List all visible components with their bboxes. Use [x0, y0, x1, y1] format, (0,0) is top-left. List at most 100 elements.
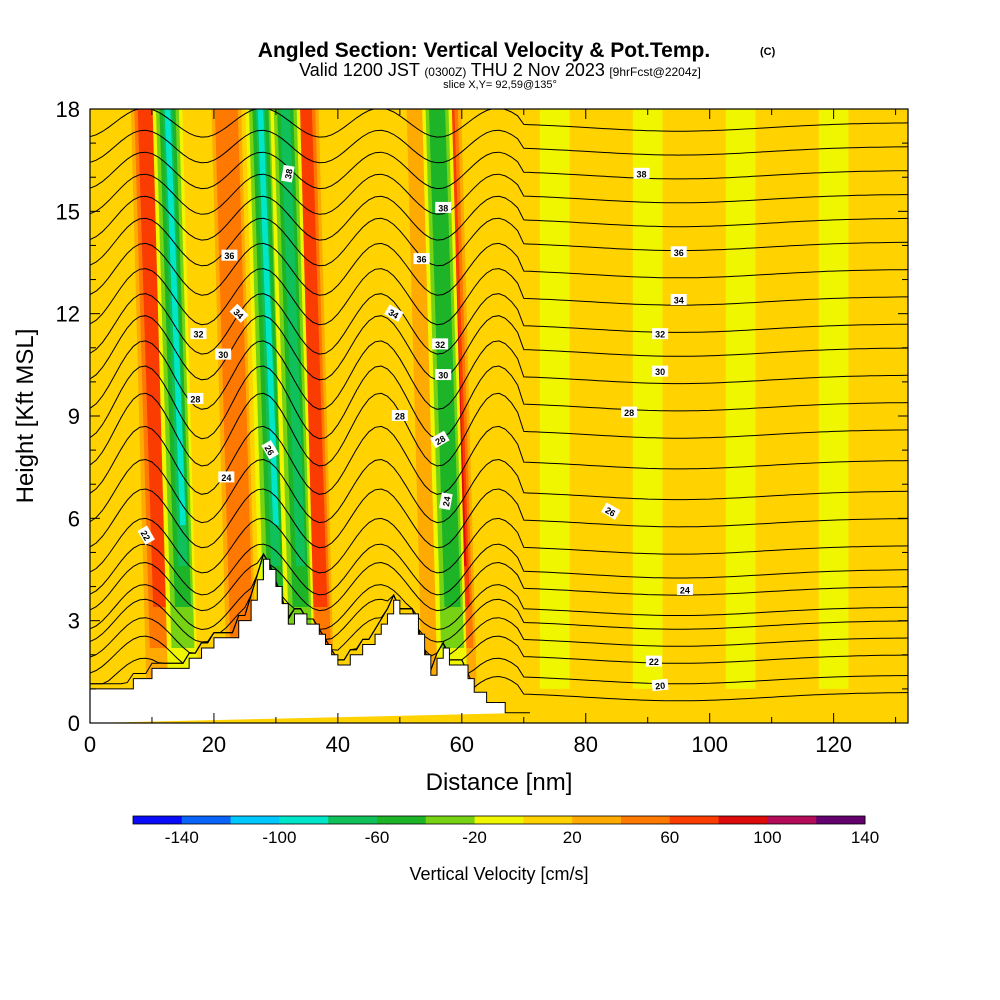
- colorbar-box-0: [133, 816, 183, 824]
- contour-label-bg-11: [621, 406, 638, 418]
- slice-note: slice X,Y= 92,59@135°: [443, 79, 557, 91]
- colorbar-box-3: [279, 816, 329, 824]
- downdraft-band-1-level-4: [257, 109, 279, 526]
- x-tick-label-6: 120: [815, 732, 852, 757]
- chart-title: Angled Section: Vertical Velocity & Pot.…: [258, 39, 710, 62]
- contour-label-text-2: 22: [139, 529, 153, 543]
- contour-label-bg-23: [670, 246, 687, 258]
- contour-label-4: 24: [218, 471, 235, 483]
- y-tick-label-4: 12: [56, 302, 80, 327]
- y-tick-label-6: 18: [56, 97, 80, 122]
- contour-label-18: 34: [229, 303, 249, 323]
- contour-label-text-6: 26: [603, 505, 617, 519]
- colorbar-tick-label-0: -140: [165, 828, 199, 847]
- isentrope-6: [90, 553, 908, 612]
- colorbar-box-14: [816, 816, 866, 824]
- contour-label-text-18: 34: [231, 307, 245, 321]
- contour-label-text-21: 36: [224, 251, 234, 261]
- x-axis-label: Distance [nm]: [426, 769, 573, 796]
- contour-label-9: 28: [391, 410, 408, 422]
- contour-label-text-19: 34: [387, 307, 401, 321]
- contour-label-bg-2: [137, 525, 155, 545]
- contour-label-7: 26: [261, 440, 279, 460]
- contour-label-bg-25: [435, 201, 452, 213]
- contour-label-bg-20: [670, 294, 687, 306]
- x-tick-label-2: 40: [326, 732, 350, 757]
- contour-labels: 20 22 22 24 24 24 26 26 28 28 28 28 30 30 30 32 32 32 34 34…: [137, 164, 693, 692]
- updraft-band-1-level-1: [214, 109, 254, 648]
- contour-label-bg-7: [261, 440, 279, 460]
- contour-label-25: 38: [435, 201, 452, 213]
- colorbar-tick-label-1: -100: [262, 828, 296, 847]
- contour-label-bg-10: [430, 430, 450, 449]
- contour-label-bg-16: [432, 338, 449, 350]
- contour-label-bg-19: [384, 304, 404, 322]
- downdraft-band-3-level-2: [428, 109, 461, 608]
- contour-label-bg-4: [218, 471, 235, 483]
- isentrope-21: [90, 173, 908, 215]
- contour-label-bg-0: [651, 678, 669, 692]
- contour-label-11: 28: [621, 406, 638, 418]
- contour-label-text-1: 22: [649, 657, 659, 667]
- contour-label-text-4: 24: [221, 473, 231, 483]
- contour-label-text-13: 30: [438, 371, 448, 381]
- isentrope-24: [90, 109, 908, 138]
- isentrope-8: [90, 517, 908, 574]
- isentrope-14: [90, 340, 908, 410]
- colorbar-box-8: [523, 816, 573, 824]
- colorbar-tick-label-4: 20: [563, 828, 582, 847]
- contour-label-12: 30: [215, 348, 232, 360]
- contour-label-text-23: 36: [674, 248, 684, 258]
- y-tick-label-2: 6: [68, 506, 80, 531]
- contour-label-8: 28: [187, 392, 204, 404]
- contour-label-bg-9: [391, 410, 408, 421]
- downdraft-band-4-level-0: [539, 109, 570, 689]
- x-axis: 0 20 40 60 80 100 120: [84, 109, 897, 757]
- colorbar-frame: [132, 815, 866, 825]
- chart-subtitle: Valid 1200 JST (0300Z) THU 2 Nov 2023 [9…: [299, 60, 701, 80]
- contour-label-text-10: 28: [434, 433, 448, 447]
- contour-label-text-22: 36: [417, 255, 427, 265]
- colorbar-box-4: [328, 816, 378, 824]
- contour-label-bg-8: [187, 392, 204, 404]
- contour-label-20: 34: [670, 294, 687, 306]
- isentrope-20: [90, 195, 908, 241]
- contour-label-text-7: 26: [262, 444, 276, 458]
- contour-label-bg-26: [633, 167, 650, 179]
- subtitle-date: THU 2 Nov 2023: [471, 60, 605, 80]
- colorbar-tick-label-7: 140: [851, 828, 879, 847]
- contour-label-16: 32: [432, 338, 449, 350]
- x-tick-label-0: 0: [84, 732, 96, 757]
- contour-label-bg-18: [229, 303, 249, 323]
- contour-label-bg-1: [645, 655, 662, 667]
- updraft-band-0-level-2: [137, 109, 170, 608]
- isentrope-16: [90, 293, 908, 355]
- colorbar: -140 -100 -60 -20 20 60 100 140: [132, 815, 879, 847]
- colorbar-tick-label-6: 100: [753, 828, 781, 847]
- velocity-background: [90, 109, 908, 723]
- colorbar-tick-label-2: -60: [365, 828, 390, 847]
- contour-label-bg-3: [676, 583, 693, 595]
- y-tick-label-5: 15: [56, 199, 80, 224]
- downdraft-band-2-level-3: [280, 109, 306, 567]
- contour-label-bg-21: [221, 249, 238, 261]
- contour-label-text-25: 38: [438, 203, 448, 213]
- downdraft-band-6-level-0: [725, 109, 756, 689]
- y-tick-label-3: 9: [68, 404, 80, 429]
- contour-label-5: 24: [439, 492, 453, 511]
- colorbar-box-10: [621, 816, 671, 824]
- contour-label-17: 32: [652, 328, 669, 340]
- colorbar-box-11: [669, 816, 720, 824]
- isentrope-22: [90, 151, 908, 190]
- contour-label-14: 30: [652, 365, 669, 377]
- isentrope-17: [90, 268, 908, 326]
- velocity-bands: [130, 109, 849, 689]
- isentrope-12: [90, 392, 908, 467]
- contour-label-text-9: 28: [395, 412, 405, 422]
- isentrope-4: [90, 552, 908, 643]
- contour-label-2: 22: [137, 525, 155, 545]
- downdraft-band-5-level-0: [632, 109, 663, 689]
- contour-label-26: 38: [633, 167, 650, 179]
